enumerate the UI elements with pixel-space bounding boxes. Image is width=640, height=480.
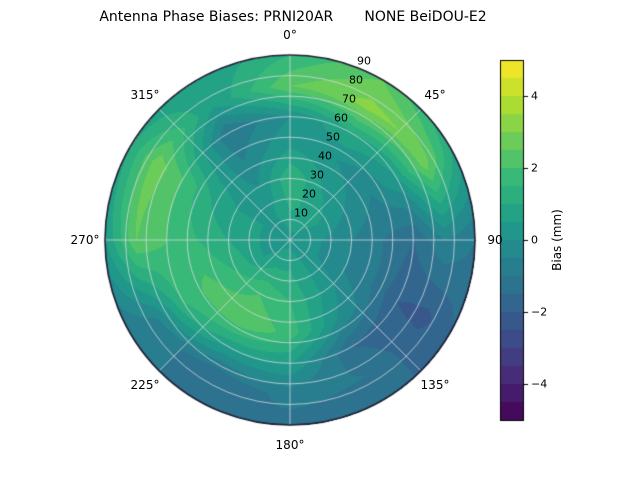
angular-tick-label: 135° (420, 378, 450, 392)
angular-tick-label: 45° (424, 88, 446, 102)
angular-tick-label: 270° (70, 233, 100, 247)
angular-tick-label: 225° (130, 378, 160, 392)
colorbar-tick-label: −4 (531, 377, 548, 391)
radial-tick-label: 80 (349, 73, 363, 87)
radial-tick-label: 30 (310, 168, 324, 182)
radial-tick-label: 70 (342, 92, 356, 106)
angular-tick-label: 0° (283, 28, 297, 42)
angular-tick-label: 315° (130, 88, 160, 102)
chart-title: Antenna Phase Biases: PRNI20AR NONE BeiD… (99, 9, 487, 25)
colorbar-tick-label: 0 (531, 233, 538, 247)
angular-tick-label: 90 (487, 233, 503, 247)
colorbar-tick-label: 2 (531, 161, 538, 175)
radial-tick-label: 60 (334, 111, 348, 125)
radial-tick-label: 50 (326, 130, 340, 144)
colorbar-tick-label: 4 (531, 89, 538, 103)
colorbar-axis-label: Bias (mm) (550, 209, 564, 271)
radial-tick-label: 40 (318, 149, 332, 163)
radial-tick-label: 90 (357, 54, 371, 68)
radial-tick-label: 20 (302, 187, 316, 201)
radial-tick-label: 10 (294, 206, 308, 220)
colorbar-tick-label: −2 (531, 305, 548, 319)
angular-tick-label: 180° (275, 438, 305, 452)
